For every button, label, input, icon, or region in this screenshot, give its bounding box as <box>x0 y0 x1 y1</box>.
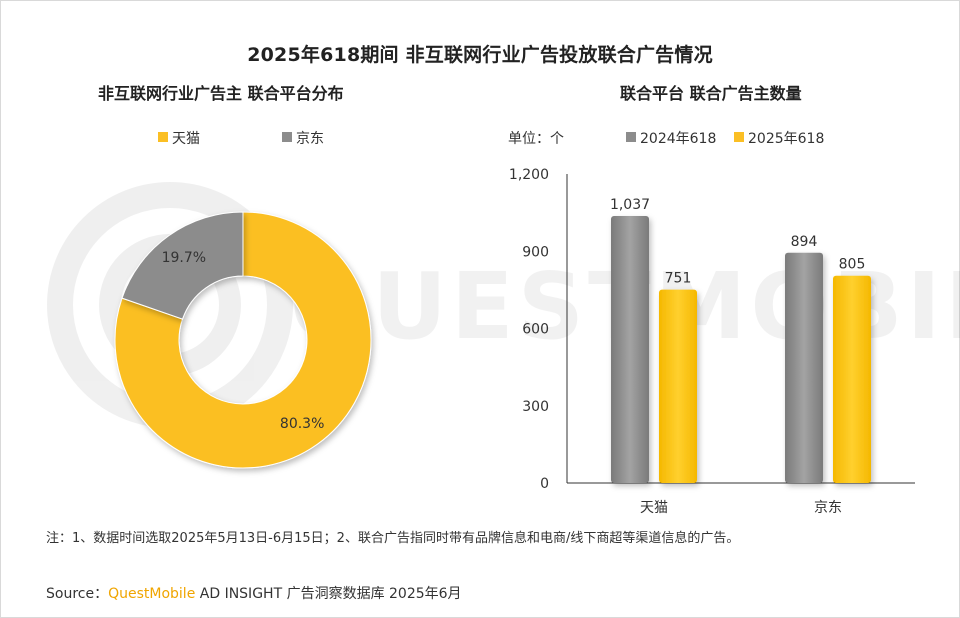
bar-value-label: 1,037 <box>610 197 650 213</box>
donut-legend-item-tmall: 天猫 <box>158 128 200 148</box>
y-tick-label: 1,200 <box>509 167 549 183</box>
source-prefix: Source： <box>46 586 109 602</box>
legend-swatch <box>282 132 292 142</box>
source-line: Source：QuestMobile AD INSIGHT 广告洞察数据库 20… <box>46 583 462 603</box>
y-tick-label: 0 <box>540 476 549 492</box>
donut-value-label: 80.3% <box>280 416 324 432</box>
donut-slice-tmall <box>114 211 372 469</box>
bar-value-label: 751 <box>665 271 692 287</box>
unit-label: 单位：个 <box>508 131 564 147</box>
bar-2024-tmall <box>611 215 649 483</box>
bar-legend-item-2024: 2024年618 <box>626 128 716 148</box>
bar-value-label: 805 <box>839 257 866 273</box>
legend-label: 2024年618 <box>640 131 717 147</box>
y-tick-label: 600 <box>522 322 549 338</box>
legend-swatch <box>626 132 636 142</box>
left-chart-subtitle: 非互联网行业广告主 联合平台分布 <box>98 84 344 103</box>
x-tick-label: 天猫 <box>640 500 668 516</box>
x-tick-label: 京东 <box>814 500 842 516</box>
source-brand: QuestMobile <box>108 586 196 602</box>
legend-swatch <box>158 132 168 142</box>
y-tick-label: 900 <box>522 244 549 260</box>
bar-value-label: 894 <box>791 234 818 250</box>
bar-legend-item-2025: 2025年618 <box>734 128 824 148</box>
footnote: 注：1、数据时间选取2025年5月13日-6月15日；2、联合广告指同时带有品牌… <box>46 531 740 546</box>
legend-label: 天猫 <box>172 131 200 147</box>
source-rest: AD INSIGHT 广告洞察数据库 2025年6月 <box>195 586 462 602</box>
legend-label: 京东 <box>296 131 324 147</box>
donut-value-label: 19.7% <box>162 250 206 266</box>
donut-slice-jd <box>121 211 244 320</box>
right-chart-subtitle: 联合平台 联合广告主数量 <box>620 84 802 103</box>
y-tick-label: 300 <box>522 399 549 415</box>
donut-legend-item-jd: 京东 <box>282 128 324 148</box>
bar-2025-jd <box>833 275 871 483</box>
bar-2024-jd <box>785 252 823 483</box>
bar-2025-tmall <box>659 289 697 483</box>
legend-label: 2025年618 <box>748 131 825 147</box>
legend-swatch <box>734 132 744 142</box>
page-title: 2025年618期间 非互联网行业广告投放联合广告情况 <box>247 44 713 66</box>
